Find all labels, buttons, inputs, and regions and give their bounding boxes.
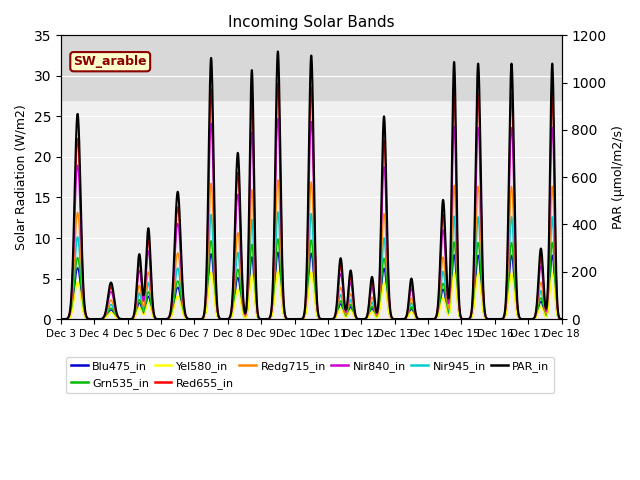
Title: Incoming Solar Bands: Incoming Solar Bands (228, 15, 395, 30)
Text: SW_arable: SW_arable (74, 55, 147, 68)
Legend: Blu475_in, Grn535_in, Yel580_in, Red655_in, Redg715_in, Nir840_in, Nir945_in, PA: Blu475_in, Grn535_in, Yel580_in, Red655_… (67, 357, 554, 393)
Y-axis label: Solar Radiation (W/m2): Solar Radiation (W/m2) (15, 104, 28, 250)
Bar (61, 36, 561, 100)
Y-axis label: PAR (μmol/m2/s): PAR (μmol/m2/s) (612, 125, 625, 229)
